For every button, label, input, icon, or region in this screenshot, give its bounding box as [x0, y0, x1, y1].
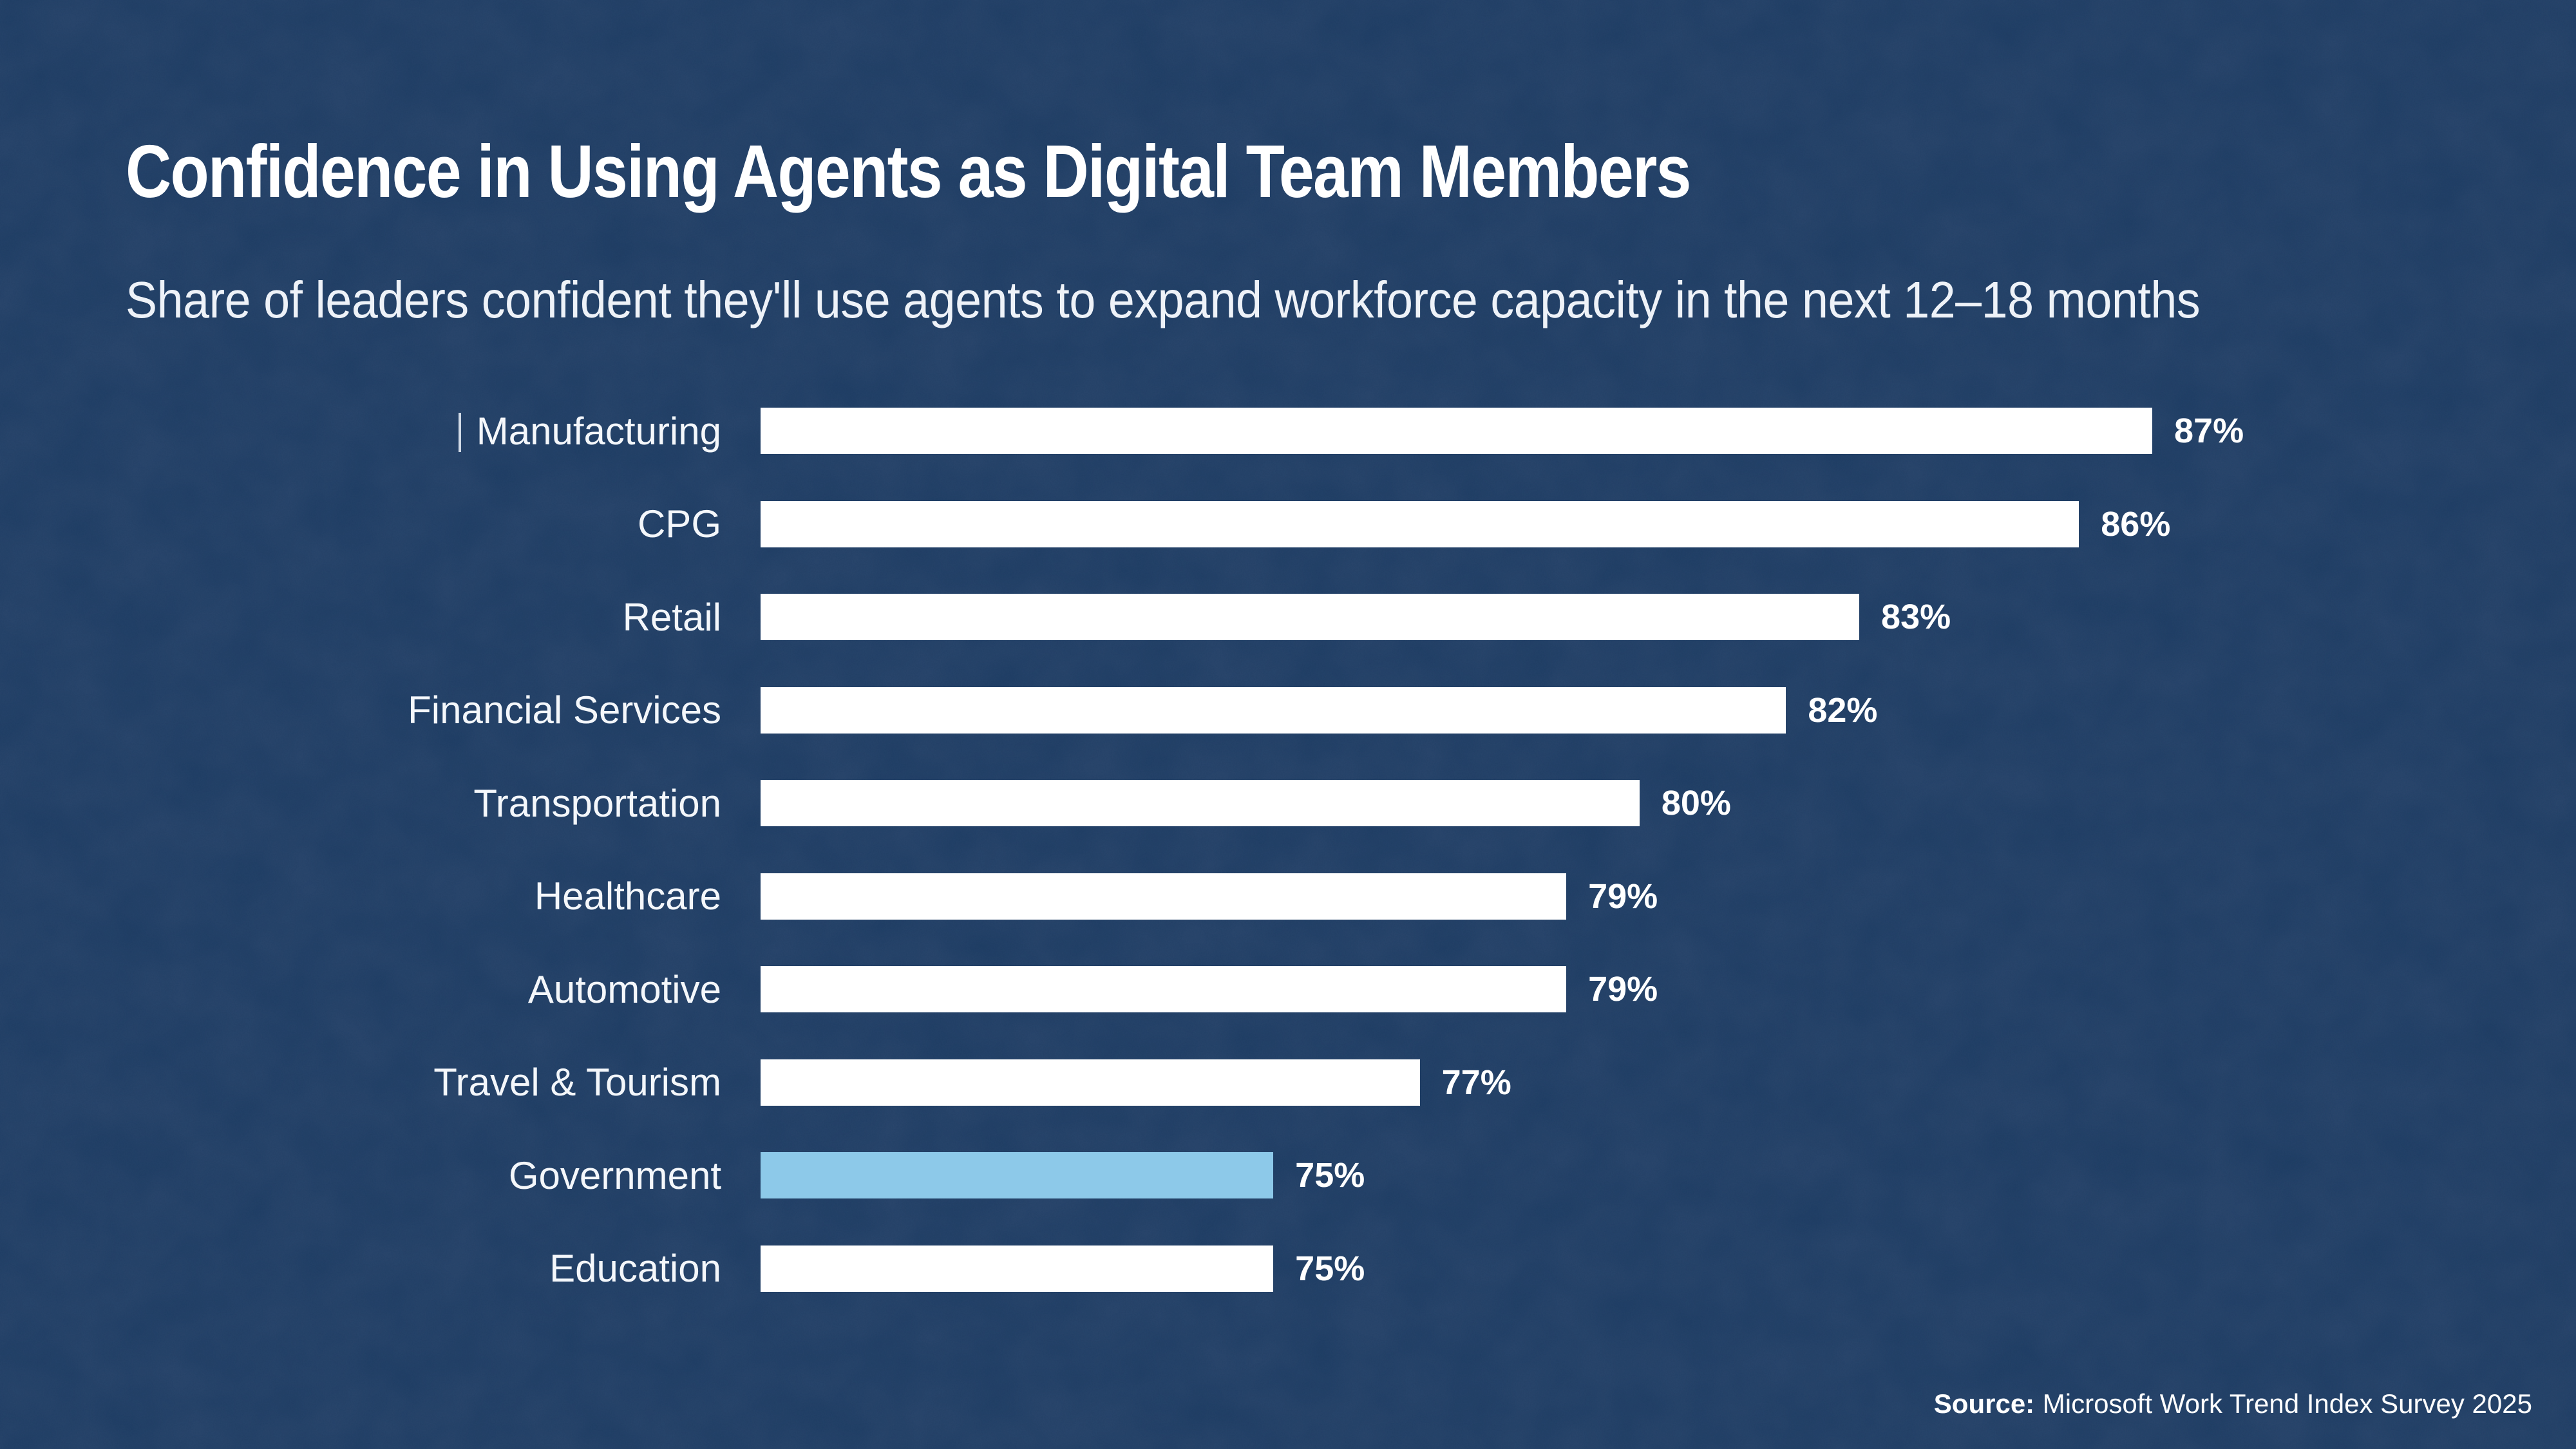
bar-travel-tourism [761, 1059, 1420, 1106]
bar-healthcare [761, 873, 1567, 920]
chart-row: Healthcare 79% [0, 850, 2576, 943]
category-label-manufacturing: Manufacturing [476, 409, 721, 453]
chart-row: Financial Services 82% [0, 664, 2576, 757]
category-label-healthcare: Healthcare [534, 875, 721, 918]
value-label-travel-tourism: 77% [1441, 1063, 1511, 1102]
chart-row: Education 75% [0, 1222, 2576, 1316]
value-label-automotive: 79% [1588, 970, 1658, 1009]
category-label-government: Government [508, 1153, 721, 1197]
chart-row: Government 75% [0, 1129, 2576, 1222]
value-label-financial-services: 82% [1808, 690, 1878, 730]
value-label-cpg: 86% [2101, 504, 2171, 544]
category-label-education: Education [549, 1247, 721, 1291]
bar-transportation [761, 780, 1640, 827]
source-line: Source: Microsoft Work Trend Index Survey… [1934, 1388, 2532, 1419]
text-cursor-artifact [459, 413, 461, 452]
category-label-automotive: Automotive [527, 967, 721, 1011]
category-label-retail: Retail [622, 595, 721, 639]
chart-row: Travel & Tourism 77% [0, 1036, 2576, 1130]
chart-title: Confidence in Using Agents as Digital Te… [126, 129, 1691, 213]
value-label-education: 75% [1295, 1249, 1365, 1288]
value-label-retail: 83% [1881, 598, 1951, 637]
category-label-cpg: CPG [637, 502, 721, 546]
chart-row: Automotive 79% [0, 943, 2576, 1036]
bar-government [761, 1152, 1274, 1199]
bar-cpg [761, 500, 2079, 547]
chart-row: Manufacturing 87% [0, 384, 2576, 478]
source-text: Microsoft Work Trend Index Survey 2025 [2042, 1388, 2532, 1419]
bar-automotive [761, 966, 1567, 1013]
chart-row: CPG 86% [0, 478, 2576, 571]
value-label-transportation: 80% [1661, 784, 1731, 823]
chart-row: Retail 83% [0, 571, 2576, 664]
category-label-travel-tourism: Travel & Tourism [433, 1061, 721, 1104]
value-label-government: 75% [1295, 1156, 1365, 1195]
bar-financial-services [761, 687, 1786, 734]
source-label: Source: [1933, 1388, 2035, 1419]
chart-row: Transportation 80% [0, 757, 2576, 850]
bar-manufacturing [761, 408, 2152, 455]
bar-retail [761, 594, 1860, 641]
category-label-transportation: Transportation [473, 781, 721, 825]
value-label-manufacturing: 87% [2174, 412, 2244, 451]
value-label-healthcare: 79% [1588, 876, 1658, 916]
chart-subtitle: Share of leaders confident they'll use a… [126, 271, 2201, 328]
bar-education [761, 1245, 1274, 1292]
bar-chart: Manufacturing 87% CPG 86% Retail 83% Financial… [0, 384, 2576, 1315]
category-label-financial-services: Financial Services [408, 688, 721, 732]
